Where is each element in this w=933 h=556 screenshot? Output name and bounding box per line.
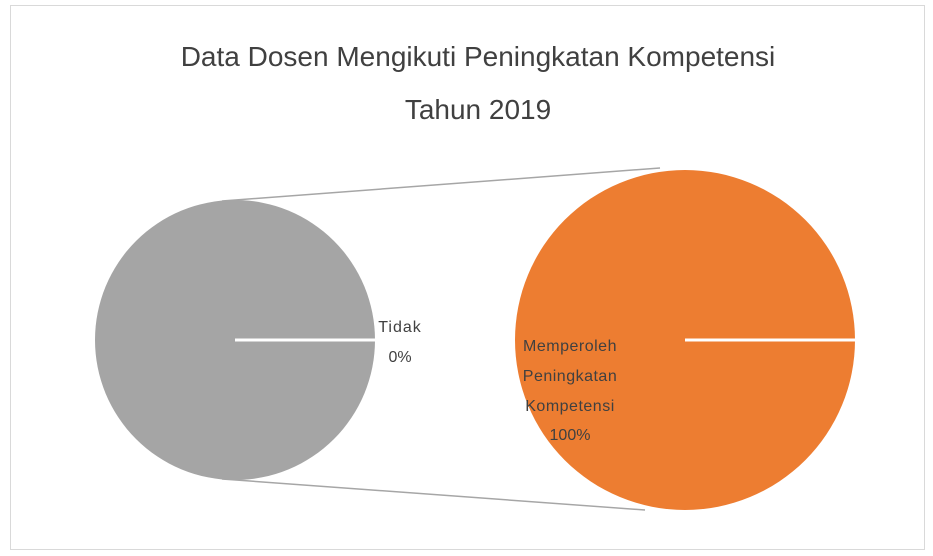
connector-line: [221, 167, 661, 202]
connector-line: [221, 478, 646, 511]
data-label: 100%: [549, 427, 591, 444]
category-label: Tidak: [378, 319, 422, 336]
chart-title: Data Dosen Mengikuti Peningkatan Kompete…: [180, 41, 776, 125]
data-label: 0%: [388, 349, 412, 366]
category-label: Memperoleh Peningkatan Kompetensi: [522, 338, 618, 415]
